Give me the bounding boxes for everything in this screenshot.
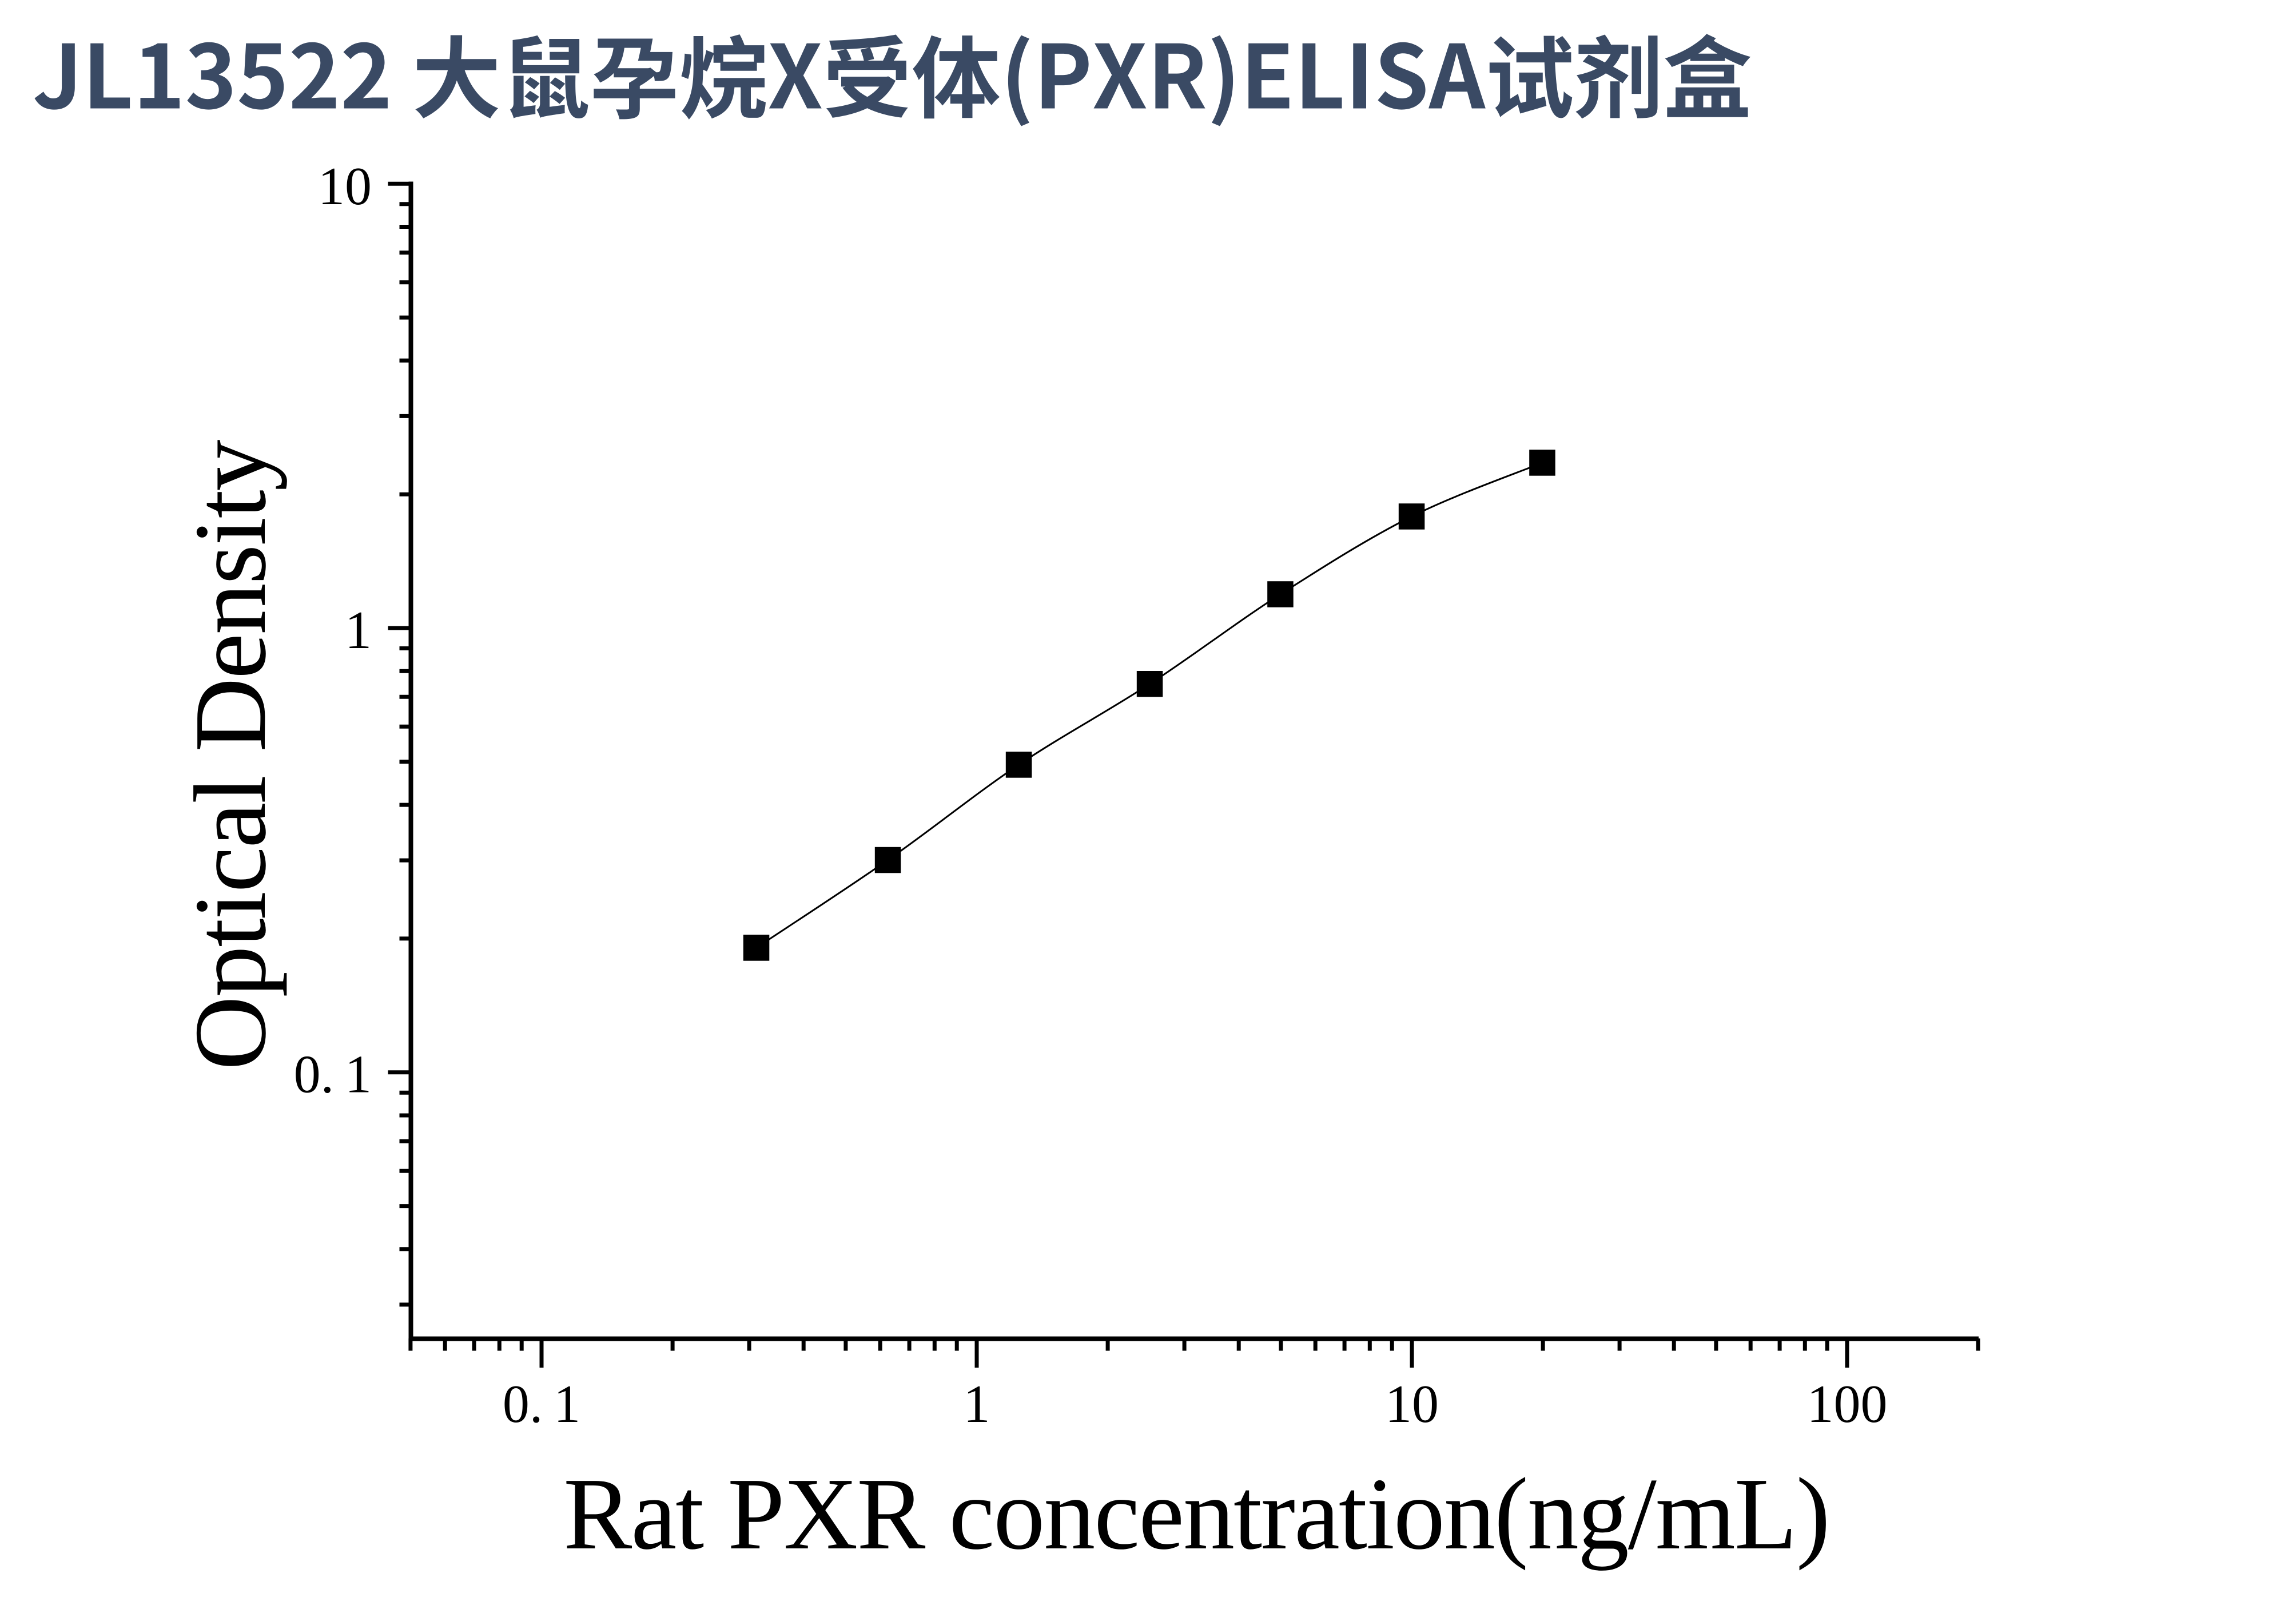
svg-text:0. 1: 0. 1	[503, 1374, 580, 1434]
svg-text:Optical Density: Optical Density	[173, 440, 287, 1071]
svg-text:1: 1	[964, 1374, 990, 1434]
svg-text:100: 100	[1807, 1374, 1888, 1434]
svg-text:10: 10	[1385, 1374, 1439, 1434]
svg-text:Rat PXR concentration(ng/mL): Rat PXR concentration(ng/mL)	[563, 1457, 1829, 1571]
svg-text:0. 1: 0. 1	[294, 1045, 372, 1105]
svg-text:10: 10	[318, 157, 372, 216]
svg-text:1: 1	[345, 601, 372, 660]
